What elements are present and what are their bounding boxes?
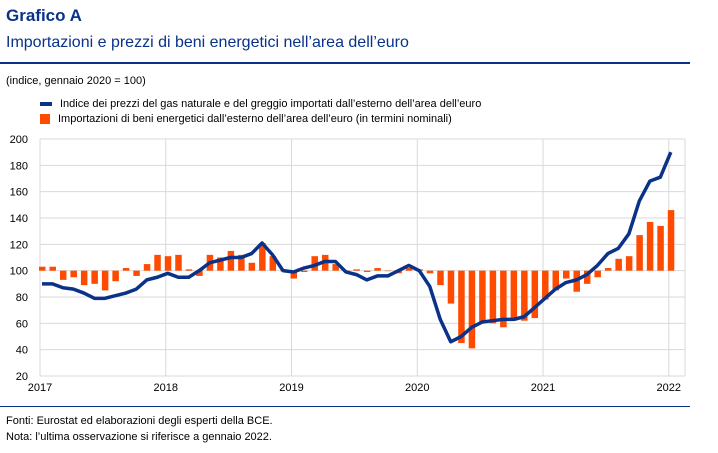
- legend-item-bar: Importazioni di beni energetici dall’est…: [40, 113, 452, 125]
- y-tick-label: 60: [16, 318, 28, 330]
- bar-imports: [479, 270, 486, 324]
- unit-note: (indice, gennaio 2020 = 100): [6, 75, 146, 87]
- bar-imports: [353, 269, 360, 271]
- y-tick-label: 100: [10, 266, 28, 278]
- legend-swatch-line: [40, 102, 52, 106]
- bar-imports: [301, 270, 308, 272]
- bar-imports: [374, 268, 381, 271]
- bar-imports: [143, 264, 151, 271]
- x-tick-label: 2017: [28, 382, 52, 394]
- bar-imports: [91, 270, 98, 284]
- x-tick-label: 2020: [405, 382, 429, 394]
- bar-imports: [667, 210, 675, 271]
- bar-imports: [531, 270, 539, 319]
- bar-imports: [311, 256, 318, 271]
- bar-imports: [646, 221, 654, 271]
- bar-imports: [59, 270, 67, 280]
- bar-imports: [238, 254, 245, 271]
- bar-imports: [384, 270, 392, 272]
- bar-imports: [563, 270, 570, 279]
- bar-imports: [583, 270, 591, 284]
- bar-imports: [332, 264, 339, 271]
- x-tick-label: 2019: [279, 382, 303, 394]
- bar-imports: [185, 269, 193, 271]
- bar-imports: [196, 270, 203, 276]
- legend-label-bar: Importazioni di beni energetici dall’est…: [58, 113, 452, 125]
- bar-imports: [269, 256, 277, 271]
- bar-imports: [447, 270, 455, 304]
- y-tick-label: 40: [16, 345, 28, 357]
- y-tick-label: 180: [10, 160, 28, 172]
- chart-title: Grafico A: [6, 6, 82, 25]
- bar-imports: [101, 270, 109, 291]
- y-tick-label: 140: [10, 213, 28, 225]
- y-tick-label: 120: [10, 239, 28, 251]
- bar-imports: [217, 257, 224, 271]
- bar-imports: [521, 270, 528, 321]
- bar-imports: [542, 270, 549, 300]
- footnote-note: Nota: l’ultima osservazione si riferisce…: [6, 431, 272, 443]
- bar-imports: [594, 270, 601, 278]
- x-tick-label: 2021: [531, 382, 555, 394]
- y-tick-label: 200: [10, 134, 28, 146]
- bar-imports: [625, 256, 633, 271]
- footnote-sources: Fonti: Eurostat ed elaborazioni degli es…: [6, 415, 273, 427]
- bar-imports: [468, 270, 476, 349]
- bar-imports: [500, 270, 507, 328]
- top-rule: [0, 62, 690, 64]
- line-price-index: [42, 151, 673, 344]
- bar-imports: [510, 270, 518, 321]
- bar-imports: [290, 270, 298, 279]
- bar-imports: [122, 268, 130, 271]
- bar-imports: [154, 254, 161, 271]
- y-tick-label: 20: [16, 371, 28, 383]
- bottom-rule: [0, 406, 690, 407]
- bar-imports: [112, 270, 119, 282]
- bar-imports: [259, 243, 266, 271]
- x-tick-label: 2022: [657, 382, 681, 394]
- bar-imports: [133, 270, 140, 276]
- bar-imports: [657, 225, 664, 271]
- legend-label-line: Indice dei prezzi del gas naturale e del…: [60, 98, 482, 110]
- legend-item-line: Indice dei prezzi del gas naturale e del…: [40, 98, 481, 110]
- bar-imports: [248, 262, 256, 271]
- bar-imports: [437, 270, 444, 286]
- bar-imports: [604, 268, 612, 271]
- bar-imports: [39, 266, 46, 271]
- bar-imports: [49, 266, 56, 271]
- bar-imports: [615, 258, 622, 271]
- bar-imports: [636, 235, 643, 271]
- bar-imports: [552, 270, 560, 291]
- bar-imports: [458, 270, 465, 344]
- bar-imports: [175, 254, 182, 271]
- bar-imports: [70, 270, 77, 278]
- bar-imports: [405, 268, 413, 271]
- y-tick-label: 160: [10, 187, 28, 199]
- bar-imports: [426, 270, 434, 274]
- bar-imports: [80, 270, 88, 286]
- bar-imports: [489, 270, 497, 324]
- bar-imports: [363, 270, 371, 272]
- bar-imports: [227, 250, 235, 271]
- bar-imports: [164, 256, 172, 271]
- x-tick-label: 2018: [154, 382, 178, 394]
- legend-swatch-bar: [40, 114, 50, 124]
- y-tick-label: 80: [16, 292, 28, 304]
- chart-subtitle: Importazioni e prezzi di beni energetici…: [6, 34, 409, 51]
